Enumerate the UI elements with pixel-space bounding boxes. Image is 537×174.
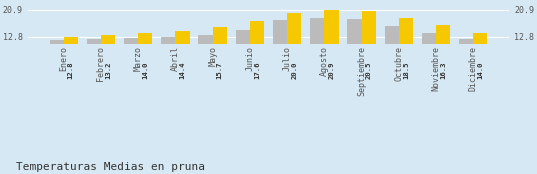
Bar	[422, 33, 436, 80]
Text: 14.0: 14.0	[477, 61, 483, 78]
Bar	[347, 19, 361, 80]
Bar	[236, 30, 250, 80]
Text: 15.7: 15.7	[217, 61, 223, 78]
Bar	[64, 37, 78, 80]
Bar	[101, 35, 115, 80]
Bar	[436, 25, 450, 80]
Bar	[324, 10, 338, 80]
Text: 17.6: 17.6	[254, 61, 260, 78]
Bar	[399, 18, 413, 80]
Text: 20.5: 20.5	[366, 61, 372, 78]
Text: 12.8: 12.8	[68, 61, 74, 78]
Bar	[473, 33, 488, 80]
Bar	[138, 33, 153, 80]
Text: 18.5: 18.5	[403, 61, 409, 78]
Bar	[287, 13, 301, 80]
Text: 14.4: 14.4	[179, 61, 185, 78]
Text: 20.9: 20.9	[329, 61, 335, 78]
Bar	[384, 26, 399, 80]
Bar	[87, 39, 101, 80]
Bar	[199, 35, 213, 80]
Bar	[161, 37, 176, 80]
Text: Temperaturas Medias en pruna: Temperaturas Medias en pruna	[16, 162, 205, 172]
Bar	[250, 21, 264, 80]
Text: 14.0: 14.0	[142, 61, 148, 78]
Bar	[124, 38, 138, 80]
Bar	[310, 18, 324, 80]
Bar	[361, 11, 376, 80]
Text: 13.2: 13.2	[105, 61, 111, 78]
Bar	[213, 27, 227, 80]
Text: 20.0: 20.0	[291, 61, 297, 78]
Bar	[459, 39, 473, 80]
Bar	[176, 31, 190, 80]
Bar	[273, 20, 287, 80]
Bar	[49, 40, 64, 80]
Text: 16.3: 16.3	[440, 61, 446, 78]
